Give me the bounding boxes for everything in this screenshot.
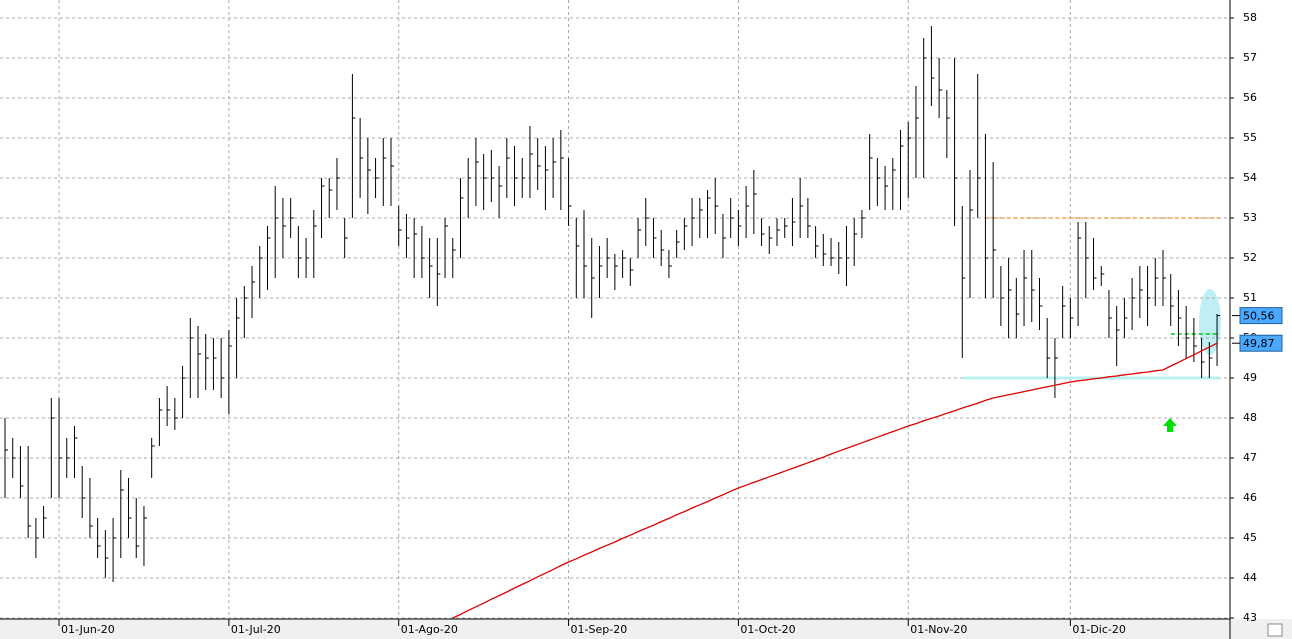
y-tick-label: 55 <box>1243 131 1257 144</box>
y-tick-label: 44 <box>1243 571 1257 584</box>
price-label: 49,87 <box>1243 337 1275 350</box>
moving-average <box>452 342 1218 619</box>
y-tick-label: 51 <box>1243 291 1257 304</box>
y-tick-label: 56 <box>1243 91 1257 104</box>
y-tick-label: 48 <box>1243 411 1257 424</box>
y-tick-label: 46 <box>1243 491 1257 504</box>
x-tick-label: 01-Jul-20 <box>231 623 281 636</box>
y-tick-label: 52 <box>1243 251 1257 264</box>
y-tick-label: 47 <box>1243 451 1257 464</box>
x-tick-label: 01-Jun-20 <box>61 623 115 636</box>
y-tick-label: 43 <box>1243 611 1257 624</box>
x-tick-label: 01-Ago-20 <box>401 623 458 636</box>
x-tick-label: 01-Nov-20 <box>910 623 967 636</box>
x-tick-label: 01-Dic-20 <box>1072 623 1126 636</box>
y-tick-label: 58 <box>1243 11 1257 24</box>
y-tick-label: 53 <box>1243 211 1257 224</box>
x-tick-label: 01-Sep-20 <box>571 623 628 636</box>
y-tick-label: 57 <box>1243 51 1257 64</box>
icon[interactable] <box>1267 623 1283 637</box>
x-tick-label: 01-Oct-20 <box>740 623 795 636</box>
x-axis-strip <box>0 619 1292 639</box>
y-tick-label: 49 <box>1243 371 1257 384</box>
arrow-up <box>1163 418 1177 432</box>
price-label: 50,56 <box>1243 310 1275 323</box>
highlight-ellipse <box>1199 289 1221 355</box>
y-tick-label: 54 <box>1243 171 1257 184</box>
y-tick-label: 45 <box>1243 531 1257 544</box>
